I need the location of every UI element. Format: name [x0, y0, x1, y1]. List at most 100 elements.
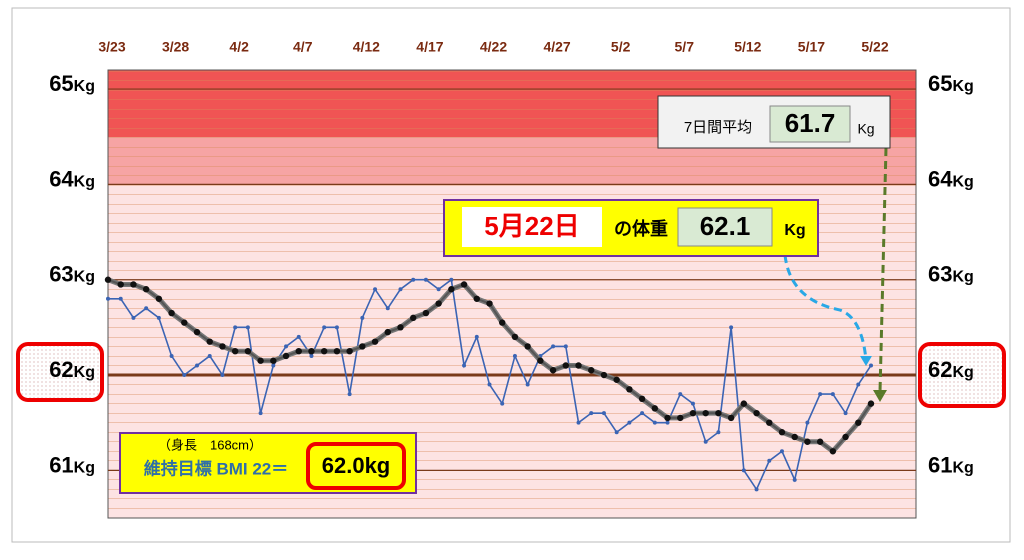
avg-point	[638, 395, 646, 403]
avg-point	[130, 281, 137, 288]
avg-point	[626, 386, 633, 393]
weight-point	[462, 363, 467, 368]
avg-point	[499, 319, 506, 326]
avg-point	[727, 414, 735, 422]
x-tick-label: 5/12	[734, 39, 761, 55]
avg-point	[600, 371, 608, 379]
avg-point	[549, 367, 557, 374]
tick-value: 65	[928, 71, 952, 96]
tick-value: 64	[49, 166, 74, 191]
avg-point	[371, 338, 379, 345]
weight-point	[754, 487, 759, 492]
bmi-value: 62.0kg	[322, 453, 391, 478]
weight-point	[703, 439, 708, 444]
avg-point	[117, 281, 124, 288]
weight-point	[385, 306, 390, 311]
avg-point	[537, 357, 544, 364]
y2-tick-label: 64Kg	[928, 166, 974, 191]
weight-point	[156, 315, 161, 320]
weight-point	[576, 420, 581, 425]
avg-point	[473, 295, 480, 302]
x-tick-label: 5/2	[611, 39, 631, 55]
weight-point	[779, 449, 784, 454]
weight-point	[716, 430, 721, 435]
avg-point	[384, 328, 391, 336]
weight-point	[106, 296, 110, 301]
y-tick-label: 65Kg	[49, 71, 95, 96]
avg-point	[855, 419, 862, 426]
highlight-left	[16, 342, 104, 402]
x-tick-label: 4/27	[543, 39, 570, 55]
weight-label: の体重	[614, 218, 668, 239]
weight-point	[436, 287, 441, 292]
avg-label: 7日間平均	[684, 119, 752, 136]
x-tick-label: 4/12	[353, 39, 380, 55]
tick-unit: Kg	[952, 460, 973, 477]
avg-point	[829, 448, 837, 455]
weight-point	[131, 315, 136, 320]
avg-point	[448, 286, 455, 293]
avg-point	[257, 357, 264, 364]
date-label: 5月22日	[484, 211, 579, 241]
avg-point	[588, 367, 595, 374]
tick-value: 65	[49, 71, 73, 96]
weight-point	[830, 392, 835, 397]
bmi-label: 維持目標 BMI 22＝	[144, 458, 289, 478]
avg-point	[664, 414, 671, 422]
tick-unit: Kg	[952, 78, 973, 95]
weight-point	[741, 468, 746, 473]
weight-unit: Kg	[784, 222, 805, 239]
avg-point	[295, 347, 302, 355]
weight-point	[309, 353, 314, 358]
avg-point	[155, 295, 163, 302]
y-tick-label: 63Kg	[49, 262, 95, 287]
x-tick-label: 4/22	[480, 39, 507, 55]
weight-point	[195, 363, 200, 368]
weight-point	[551, 344, 556, 349]
weight-point	[118, 296, 123, 301]
avg-unit: Kg	[857, 121, 874, 137]
avg-point	[677, 414, 684, 422]
tick-unit: Kg	[74, 78, 95, 95]
avg-point	[308, 347, 315, 355]
weight-point	[322, 325, 327, 330]
avg-point	[359, 343, 366, 350]
weight-point	[258, 411, 263, 416]
avg-point	[778, 429, 786, 436]
highlight-right	[918, 342, 1006, 408]
y-tick-label: 61Kg	[49, 452, 95, 477]
avg-point	[333, 347, 341, 355]
arrow-head	[873, 390, 887, 402]
weight-point	[296, 334, 301, 339]
avg-point	[766, 419, 773, 426]
x-tick-label: 3/28	[162, 39, 189, 55]
tick-unit: Kg	[952, 364, 973, 381]
tick-value: 62	[49, 357, 73, 382]
frame	[11, 7, 1011, 543]
weight-point	[640, 411, 645, 416]
avg-point	[168, 309, 175, 317]
bmi-value-box	[306, 442, 406, 490]
tick-value: 63	[928, 262, 952, 287]
weight-point	[347, 392, 352, 397]
tick-unit: Kg	[74, 174, 95, 191]
x-tick-label: 5/17	[798, 39, 825, 55]
avg-point	[804, 438, 811, 445]
weight-point	[665, 420, 670, 425]
plot-border	[107, 69, 917, 519]
arrow-head	[860, 356, 872, 366]
weight-point	[729, 325, 734, 330]
avg-point	[816, 438, 824, 445]
y2-tick-label: 65Kg	[928, 71, 974, 96]
tick-value: 62	[928, 357, 952, 382]
weight-point	[805, 420, 810, 425]
weight-point	[449, 277, 454, 282]
avg-value: 61.7	[785, 108, 836, 138]
avg-point	[320, 347, 328, 355]
avg-point	[282, 352, 290, 360]
weight-point	[678, 392, 683, 397]
weight-point	[144, 306, 149, 311]
avg-point	[193, 328, 201, 336]
avg-point	[689, 409, 697, 417]
